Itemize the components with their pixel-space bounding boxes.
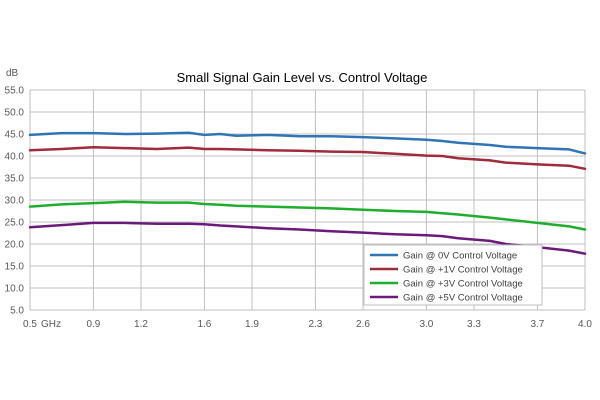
y-tick-label: 35.0: [5, 174, 25, 185]
x-tick-label: 3.0: [419, 319, 433, 330]
y-tick-label: 20.0: [5, 240, 25, 251]
y-tick-label: 30.0: [5, 196, 25, 207]
x-tick-label: 1.9: [245, 319, 259, 330]
series-line-1: [28, 131, 587, 155]
x-tick-label: 1.6: [197, 319, 211, 330]
y-tick-label: 25.0: [5, 218, 25, 229]
x-tick-label: 1.2: [134, 319, 148, 330]
x-tick-label: 2.3: [308, 319, 322, 330]
y-tick-label: 45.0: [5, 130, 25, 141]
y-tick-label: 15.0: [5, 262, 25, 273]
y-tick-label: 40.0: [5, 152, 25, 163]
legend-entry-label: Gain @ +3V Control Voltage: [403, 279, 523, 290]
series-line-3: [28, 200, 587, 231]
y-axis-ticks: 5.0 10.0 15.0 20.0 25.0 30.0 35.0 40.0 45.0 50.0 5…: [5, 86, 25, 317]
y-tick-label: 10.0: [5, 284, 25, 295]
x-axis-unit-label: GHz: [41, 319, 61, 330]
series-line-4: [28, 221, 587, 255]
x-tick-label: 2.6: [356, 319, 370, 330]
y-axis-unit-label: dB: [6, 68, 19, 79]
chart-title: Small Signal Gain Level vs. Control Volt…: [177, 70, 428, 85]
legend-entry-label: Gain @ 0V Control Voltage: [403, 251, 517, 262]
legend-entry-label: Gain @ +5V Control Voltage: [403, 293, 523, 304]
x-tick-label: 0.9: [86, 319, 100, 330]
x-tick-label: 0.5: [23, 319, 37, 330]
y-tick-label: 50.0: [5, 108, 25, 119]
legend-entry-label: Gain @ +1V Control Voltage: [403, 265, 523, 276]
y-tick-label: 55.0: [5, 86, 25, 97]
legend: Gain @ 0V Control Voltage Gain @ +1V Cont…: [363, 244, 543, 306]
series-line-2: [28, 145, 587, 171]
y-tick-label: 5.0: [10, 306, 24, 317]
x-axis-ticks: 0.5 0.9 1.2 1.6 1.9 2.3 2.6 3.0 3.3 3.7 4.0: [23, 319, 592, 330]
x-tick-label: 3.7: [530, 319, 544, 330]
x-tick-label: 3.3: [467, 319, 481, 330]
series-lines: [28, 131, 587, 255]
x-tick-label: 4.0: [578, 319, 592, 330]
grid-lines: [29, 89, 586, 311]
